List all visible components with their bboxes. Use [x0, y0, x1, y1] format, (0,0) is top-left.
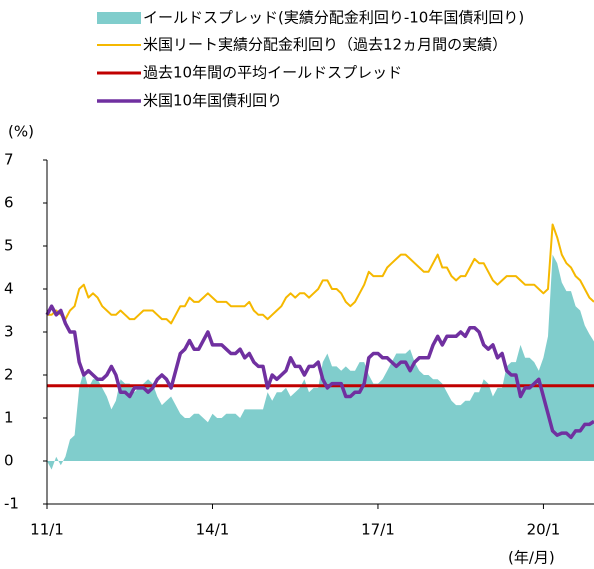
spread-area [47, 254, 594, 470]
y-tick-label: 7 [4, 151, 14, 169]
x-axis-label: (年/月) [508, 549, 555, 567]
y-tick-label: -1 [4, 495, 19, 513]
y-tick-label: 6 [4, 194, 14, 212]
y-axis-label: (%) [8, 123, 34, 141]
y-tick-label: 4 [4, 280, 14, 298]
legend-label: 過去10年間の平均イールドスプレッド [143, 64, 402, 82]
legend-label: 米国リート実績分配金利回り（過去12ヵ月間の実績） [143, 36, 507, 54]
y-tick-label: 2 [4, 366, 14, 384]
y-tick-label: 5 [4, 237, 14, 255]
y-tick-label: 0 [4, 452, 14, 470]
legend-label: 米国10年国債利回り [143, 92, 282, 110]
legend-swatch [97, 12, 141, 24]
reit-yield-line [47, 223, 594, 325]
y-tick-label: 1 [4, 409, 14, 427]
treasury-yield-line [45, 304, 594, 440]
y-tick-label: 3 [4, 323, 14, 341]
x-tick-label: 17/1 [361, 521, 395, 539]
x-tick-label: 14/1 [196, 521, 230, 539]
x-tick-label: 11/1 [30, 521, 64, 539]
x-tick-label: 20/1 [527, 521, 561, 539]
legend-label: イールドスプレッド(実績分配金利回り-10年国債利回り) [143, 9, 524, 27]
